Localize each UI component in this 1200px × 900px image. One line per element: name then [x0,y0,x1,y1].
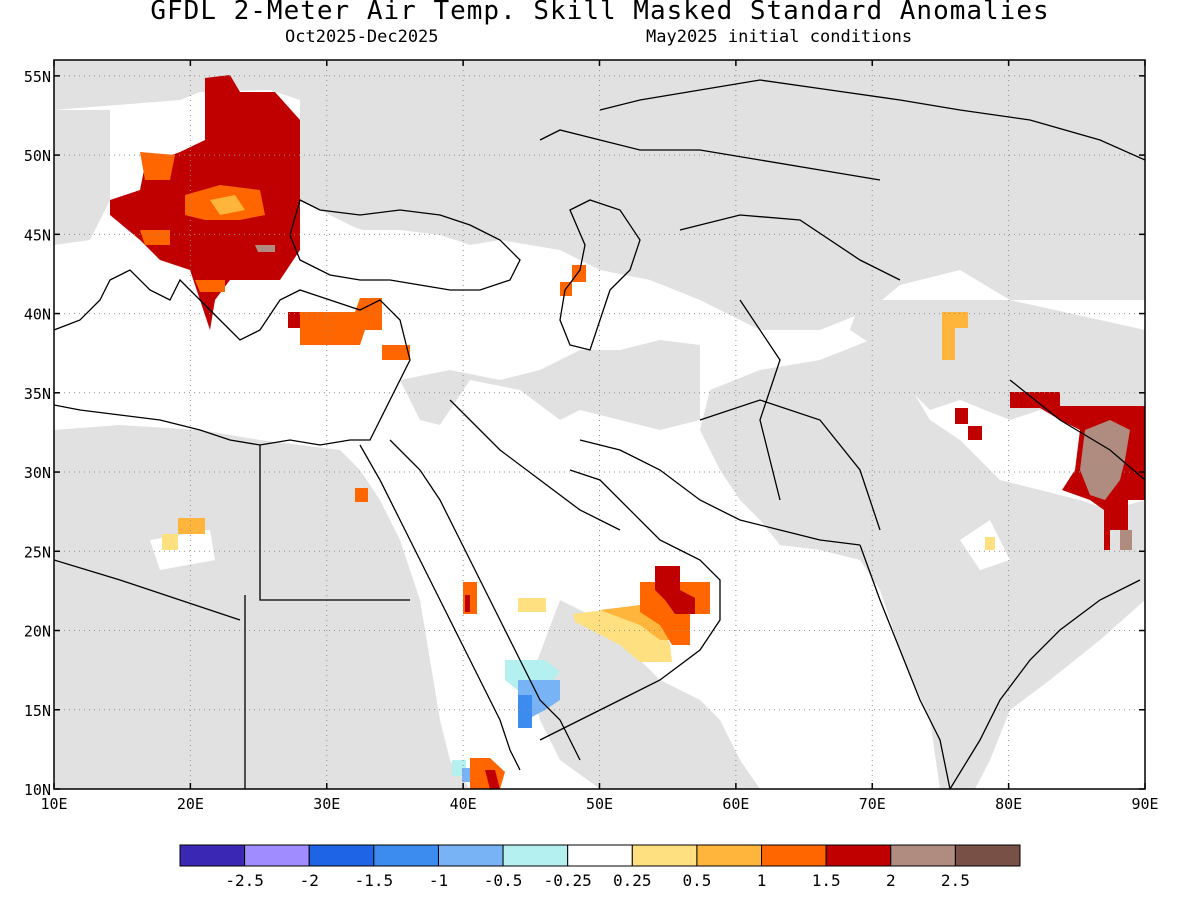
lat-tick-label: 25N [24,543,51,561]
colorbar-swatch [244,844,310,867]
colorbar-swatch [308,844,375,867]
map-area [54,60,1145,789]
colorbar-swatch [761,844,827,867]
lat-tick-label: 55N [24,68,51,86]
lon-tick-label: 10E [40,795,67,813]
longitude-axis: 10E 20E 30E 40E 50E 60E 70E 80E 90E [40,60,1159,813]
colorbar-swatch [954,844,1021,867]
lat-tick-label: 20N [24,623,51,641]
coastlines-and-borders [54,79,1145,789]
colorbar-swatch [437,844,504,867]
colorbar-label: -0.5 [484,871,523,890]
lat-tick-label: 10N [24,781,51,799]
colorbar-label: -1 [429,871,448,890]
colorbar-label: -2.5 [225,871,264,890]
colorbar-swatch [890,844,956,867]
lon-tick-label: 20E [177,795,204,813]
lat-tick-label: 50N [24,147,51,165]
lon-tick-label: 50E [586,795,613,813]
colorbar-swatch [696,844,763,867]
lon-tick-label: 60E [722,795,749,813]
chart-title: GFDL 2-Meter Air Temp. Skill Masked Stan… [150,0,1050,26]
colorbar-swatch [502,844,569,867]
colorbar-label: 2 [886,871,896,890]
colorbar-label: -0.25 [544,871,592,890]
colorbar: -2.5 -2 -1.5 -1 -0.5 -0.25 0.25 0.5 1 1.5 2 2.5 [179,844,1021,890]
lon-tick-label: 90E [1131,795,1158,813]
initial-conditions: May2025 initial conditions [646,27,913,47]
lat-tick-label: 40N [24,306,51,324]
lat-tick-label: 45N [24,226,51,244]
colorbar-label: 0.25 [613,871,652,890]
lat-tick-label: 30N [24,464,51,482]
lon-tick-label: 80E [995,795,1022,813]
colorbar-label: 1 [757,871,767,890]
colorbar-swatch [567,844,633,867]
lon-tick-label: 40E [450,795,477,813]
colorbar-label: -1.5 [355,871,394,890]
unmasked-land [54,200,1010,789]
lat-tick-label: 35N [24,385,51,403]
colorbar-label: 1.5 [812,871,841,890]
skill-mask [54,60,1145,789]
lat-tick-label: 15N [24,702,51,720]
colorbar-label: 2.5 [941,871,970,890]
colorbar-label: 0.5 [682,871,711,890]
lon-tick-label: 70E [859,795,886,813]
forecast-season: Oct2025-Dec2025 [285,27,439,47]
lon-tick-label: 30E [313,795,340,813]
colorbar-label: -2 [300,871,319,890]
colorbar-swatch [825,844,892,867]
latitude-axis: 10N 15N 20N 25N 30N 35N 40N 45N 50N 55N [24,68,1145,799]
colorbar-swatch [179,844,246,867]
colorbar-swatch [631,844,698,867]
colorbar-swatch [373,844,439,867]
